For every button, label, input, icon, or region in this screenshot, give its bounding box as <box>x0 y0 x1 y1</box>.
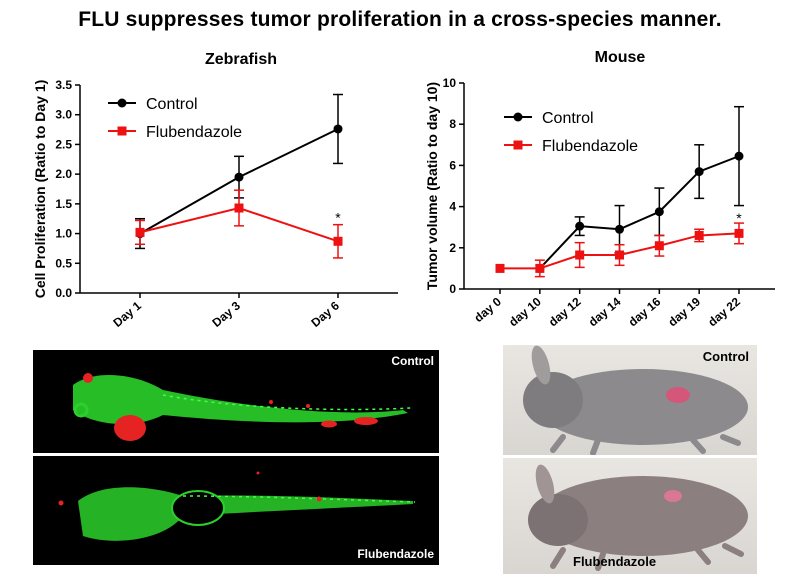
y-tick-label: 1.0 <box>55 227 72 241</box>
x-tick-label: day 0 <box>471 294 504 325</box>
y-tick-label: 2.0 <box>55 167 72 181</box>
legend-item: Control <box>108 96 198 113</box>
y-tick-label: 4 <box>449 200 456 214</box>
series-flubendazole <box>495 222 744 278</box>
x-tick-label: day 14 <box>586 294 624 329</box>
legend-marker <box>117 98 127 108</box>
series-line <box>539 155 740 270</box>
mouse-flubendazole-illustration <box>528 464 748 571</box>
series-flubendazole <box>135 189 343 259</box>
data-point <box>734 151 744 161</box>
y-tick-label: 6 <box>449 158 456 172</box>
y-axis-label: Cell Proliferation (Ratio to Day 1) <box>32 80 48 299</box>
y-tick-label: 10 <box>443 76 457 90</box>
x-tick-label: Day 3 <box>209 298 243 330</box>
data-point <box>333 124 343 134</box>
legend-item: Control <box>504 110 594 127</box>
y-tick-label: 0 <box>449 282 456 296</box>
figure-title: FLU suppresses tumor proliferation in a … <box>78 8 722 31</box>
mouse-control-label: Control <box>702 349 749 364</box>
y-tick-label: 2.5 <box>55 137 72 151</box>
y-tick-label: 3.0 <box>55 108 72 122</box>
data-point <box>654 207 664 217</box>
legend-marker <box>513 140 523 150</box>
y-tick-label: 1.5 <box>55 197 72 211</box>
data-point <box>654 241 664 251</box>
mouse-flubendazole-image: Flubendazole <box>503 458 757 574</box>
legend-marker <box>513 112 523 122</box>
zebrafish-chart: Zebrafish 0.0 0.5 1.0 1.5 2.0 2.5 3.0 3.5 Day 1 Da… <box>32 51 398 330</box>
legend-item: Flubendazole <box>108 124 242 141</box>
legend-label: Flubendazole <box>542 138 638 155</box>
series-control <box>535 105 744 273</box>
zebrafish-control-illustration <box>73 373 412 441</box>
y-tick-label: 8 <box>449 117 456 131</box>
data-point <box>495 263 505 273</box>
data-point <box>535 263 545 273</box>
y-tick-label: 3.5 <box>55 78 72 92</box>
significance-marker: * <box>335 210 341 226</box>
x-tick-label: day 10 <box>506 294 544 329</box>
x-tick-label: day 16 <box>626 294 664 329</box>
legend-label: Flubendazole <box>146 124 242 141</box>
y-axis-label: Tumor volume (Ratio to day 10) <box>424 82 440 290</box>
x-tick-label: day 22 <box>705 294 743 329</box>
data-point <box>734 228 744 238</box>
data-point <box>694 167 704 177</box>
y-tick-label: 0.0 <box>55 286 72 300</box>
mouse-control-illustration <box>523 345 748 455</box>
data-point <box>575 250 585 260</box>
x-tick-label: day 19 <box>665 294 703 329</box>
x-tick-label: Day 1 <box>110 298 144 330</box>
data-point <box>135 227 145 237</box>
mouse-flubendazole-label: Flubendazole <box>573 554 657 569</box>
legend-label: Control <box>146 96 198 113</box>
data-point <box>615 224 624 234</box>
data-point <box>575 221 585 231</box>
zebrafish-flubendazole-image: Flubendazole <box>33 456 439 565</box>
zebrafish-control-label: Control <box>391 354 434 368</box>
x-tick-label: day 12 <box>546 294 584 329</box>
mouse-control-image: Control <box>503 345 757 455</box>
zebrafish-flubendazole-label: Flubendazole <box>357 547 434 561</box>
chart-title: Zebrafish <box>205 51 277 68</box>
legend-marker <box>117 126 127 136</box>
data-point <box>615 250 624 260</box>
data-point <box>234 203 244 213</box>
data-point <box>333 236 343 246</box>
legend-label: Control <box>542 110 594 127</box>
chart-title: Mouse <box>595 49 646 66</box>
data-point <box>694 230 704 240</box>
legend-item: Flubendazole <box>504 138 638 155</box>
charts-canvas: Zebrafish 0.0 0.5 1.0 1.5 2.0 2.5 3.0 3.5 Day 1 Da… <box>32 49 775 330</box>
zebrafish-control-image: Control <box>33 350 439 453</box>
y-tick-label: 0.5 <box>55 256 72 270</box>
significance-marker: * <box>736 210 742 226</box>
data-point <box>234 172 244 182</box>
zebrafish-flubendazole-illustration <box>58 471 416 541</box>
x-tick-label: Day 6 <box>308 298 342 330</box>
y-tick-label: 2 <box>449 241 456 255</box>
